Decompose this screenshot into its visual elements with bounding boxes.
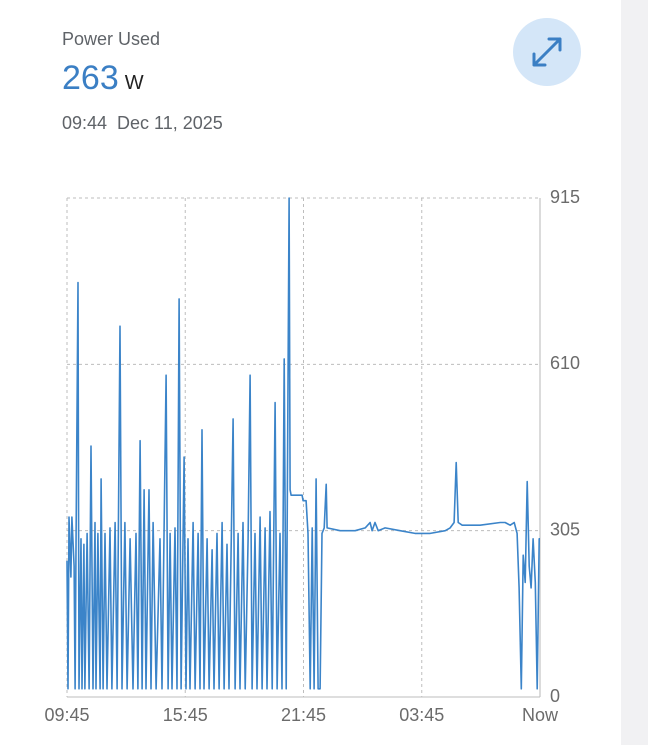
card-title: Power Used [62, 29, 160, 49]
y-tick-label: 305 [550, 519, 580, 539]
y-tick-label: 0 [550, 686, 560, 706]
x-tick-label: 03:45 [399, 705, 444, 725]
unit: W [125, 72, 144, 94]
expand-button[interactable] [513, 18, 581, 86]
x-tick-label: 09:45 [44, 705, 89, 725]
power-line [66, 197, 540, 690]
expand-icon[interactable] [532, 37, 562, 67]
timestamp: 09:44 Dec 11, 2025 [62, 113, 223, 133]
y-tick-label: 915 [550, 187, 580, 207]
x-tick-label: 21:45 [281, 705, 326, 725]
current-value: 263 [62, 59, 119, 97]
y-tick-label: 610 [550, 353, 580, 373]
x-tick-label: 15:45 [163, 705, 208, 725]
reading: 263 W [62, 59, 144, 97]
x-tick-label: Now [522, 705, 559, 725]
